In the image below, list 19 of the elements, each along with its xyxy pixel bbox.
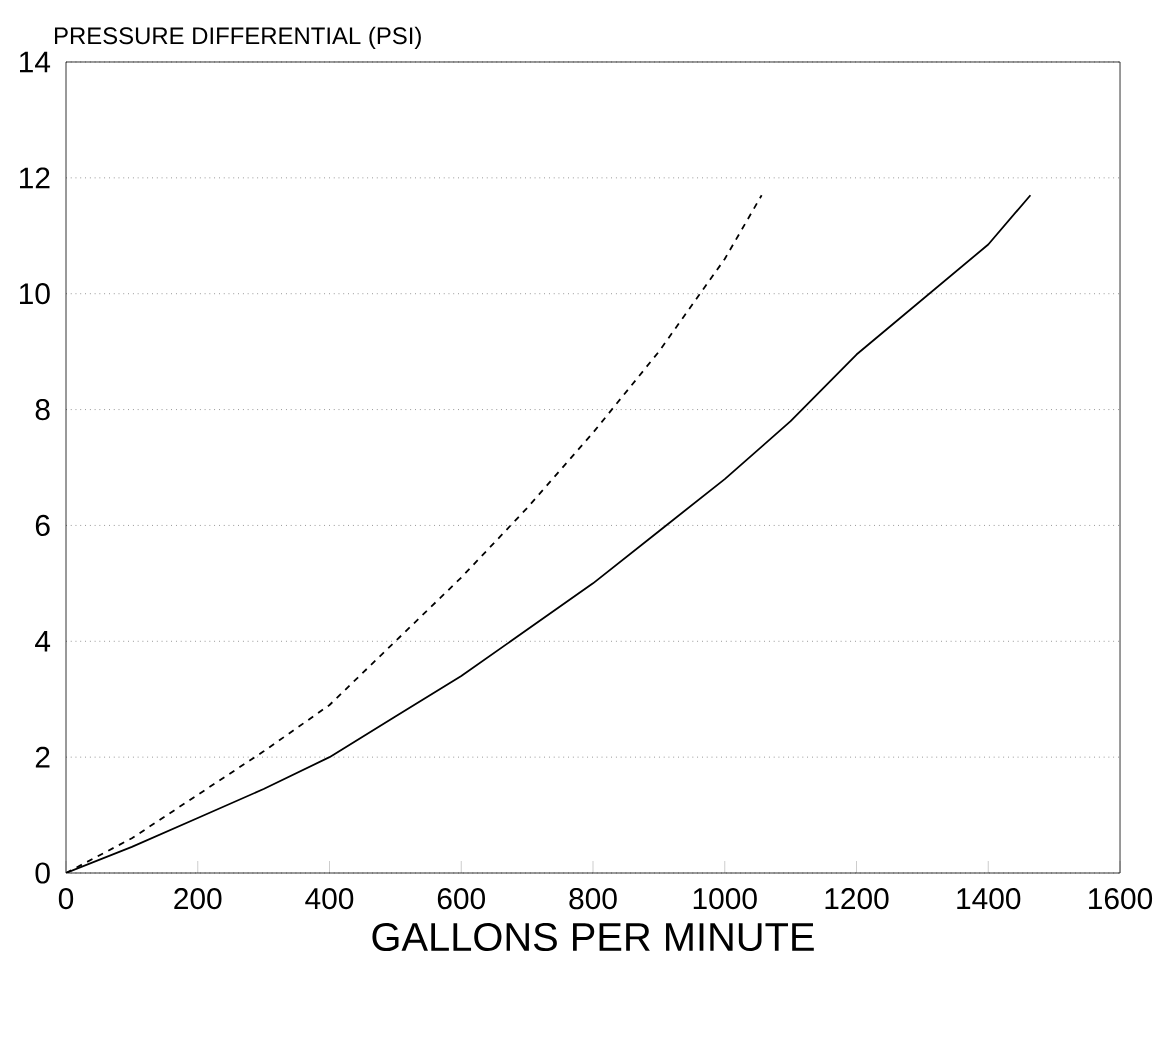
y-tick-label: 4 <box>35 631 51 652</box>
y-tick-label: 12 <box>20 167 50 189</box>
y-tick-label: 6 <box>35 514 50 536</box>
x-tick-label: 400 <box>305 888 354 910</box>
x-tick-label: 1400 <box>957 888 1021 910</box>
x-tick-label: 1200 <box>825 888 889 910</box>
y-tick-label: 10 <box>20 283 50 305</box>
x-tick-label: 200 <box>174 888 222 910</box>
y-axis-title: PRESSURE DIFFERENTIAL (PSI) <box>55 26 421 49</box>
x-tick-label: 600 <box>437 888 485 910</box>
y-tick-label: 8 <box>35 398 50 421</box>
x-tick-label: 1600 <box>1089 888 1153 910</box>
x-tick-label: 0 <box>58 888 74 910</box>
y-tick-label: 14 <box>20 51 51 73</box>
x-tick-label: 1000 <box>693 888 757 910</box>
y-tick-label: 0 <box>35 862 50 884</box>
y-tick-label: 2 <box>35 746 50 768</box>
x-axis-title: GALLONS PER MINUTE <box>372 922 814 952</box>
x-tick-label: 800 <box>569 888 617 910</box>
